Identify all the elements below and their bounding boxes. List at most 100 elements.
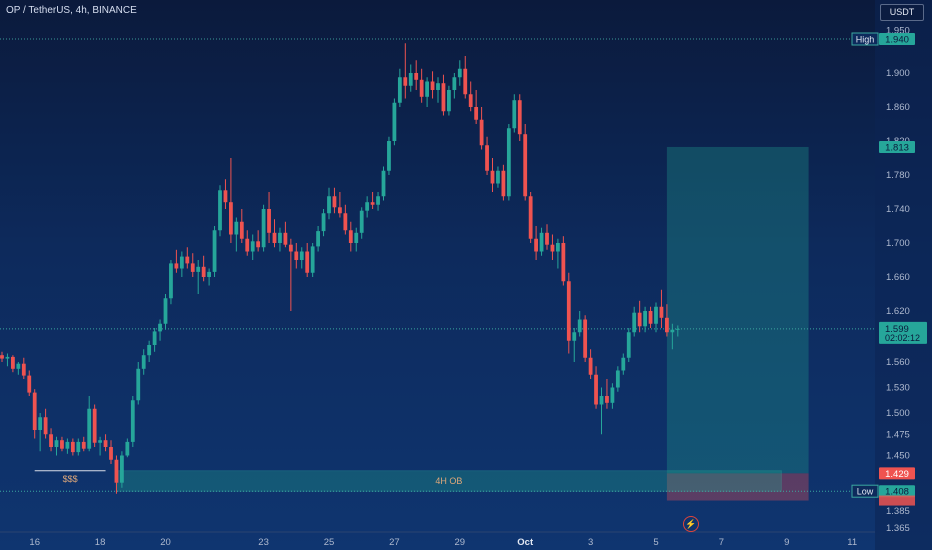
- candle-body: [54, 440, 59, 447]
- candle-body: [299, 251, 304, 260]
- candle-body: [387, 141, 391, 171]
- candle-body: [103, 440, 108, 447]
- candle-body: [316, 231, 320, 247]
- candle-body: [38, 417, 43, 430]
- candle: [583, 315, 588, 362]
- candle: [626, 328, 631, 362]
- x-tick-label: 27: [389, 537, 400, 548]
- candle: [81, 436, 86, 452]
- candle: [294, 243, 299, 269]
- candle-body: [577, 319, 582, 333]
- candle: [321, 209, 326, 237]
- candle-body: [11, 356, 15, 369]
- y-tick-label: 1.500: [886, 408, 910, 419]
- candle: [528, 192, 533, 243]
- low-price-tag: [879, 485, 915, 498]
- candle-body: [632, 312, 637, 333]
- candle: [49, 428, 53, 452]
- candle-body: [359, 210, 364, 233]
- high-price-tag: [879, 33, 915, 45]
- candle: [98, 436, 102, 456]
- candle-body: [147, 345, 152, 356]
- candle-body: [610, 387, 615, 403]
- candle-body: [201, 266, 206, 277]
- candle-body: [60, 440, 64, 449]
- candle-body: [163, 298, 168, 324]
- candle: [615, 366, 620, 392]
- candle-body: [517, 100, 522, 135]
- candle-body: [523, 134, 528, 197]
- candle: [523, 124, 528, 201]
- candle-body: [534, 238, 538, 252]
- candle: [109, 440, 113, 464]
- entry-price-text: 1.429: [885, 469, 909, 480]
- candle: [408, 64, 413, 92]
- low-tag-text: Low: [857, 487, 874, 497]
- candle: [670, 323, 675, 350]
- candle: [425, 77, 429, 107]
- candle-body: [141, 355, 146, 369]
- candle: [0, 351, 4, 362]
- candle-body: [130, 400, 135, 442]
- x-tick-label: 18: [95, 537, 106, 548]
- candle-body: [5, 356, 10, 359]
- candle: [316, 226, 320, 252]
- candle: [76, 438, 81, 456]
- lightning-icon[interactable]: ⚡: [683, 516, 699, 532]
- candle-body: [637, 312, 642, 327]
- candle-body: [343, 213, 348, 231]
- currency-button[interactable]: USDT: [880, 4, 924, 21]
- candle-body: [441, 83, 446, 112]
- candle-body: [92, 408, 97, 443]
- candle-body: [556, 243, 560, 252]
- candle-body: [365, 202, 370, 211]
- candle-body: [305, 251, 310, 273]
- candle-body: [169, 263, 173, 299]
- y-tick-label: 1.660: [886, 272, 910, 283]
- candle: [539, 227, 544, 256]
- candle: [141, 349, 146, 375]
- candle: [485, 136, 489, 175]
- price-axis: [875, 0, 932, 550]
- candle-body: [643, 311, 647, 327]
- x-tick-label: 3: [588, 537, 593, 548]
- candle: [5, 353, 10, 367]
- candle: [561, 236, 566, 286]
- candle-body: [0, 355, 4, 359]
- candle-body: [120, 455, 124, 483]
- candle: [632, 306, 637, 337]
- candle: [643, 306, 647, 333]
- candle: [152, 328, 157, 352]
- candle: [65, 438, 70, 454]
- candle-body: [479, 119, 484, 146]
- candle: [381, 166, 386, 201]
- candle-body: [474, 107, 479, 120]
- candle: [550, 234, 555, 260]
- candle: [648, 306, 653, 328]
- candle-body: [485, 145, 489, 171]
- candle-body: [414, 73, 419, 80]
- y-tick-label: 1.385: [886, 506, 910, 517]
- candle: [21, 357, 26, 379]
- candle: [16, 362, 21, 375]
- candle-body: [599, 396, 604, 405]
- y-tick-label: 1.780: [886, 170, 910, 181]
- candle: [675, 325, 680, 337]
- candle: [463, 56, 468, 99]
- candle-body: [239, 221, 244, 239]
- candle: [403, 43, 408, 99]
- candle: [32, 389, 37, 439]
- candle: [577, 311, 582, 337]
- candle: [397, 68, 402, 107]
- candle: [545, 224, 549, 250]
- candle: [125, 438, 130, 458]
- candle: [468, 81, 473, 112]
- current-price-tag: [879, 321, 927, 344]
- candle-body: [539, 232, 544, 252]
- candle-body: [207, 271, 211, 277]
- symbol-title: OP / TetherUS, 4h, BINANCE: [6, 5, 137, 16]
- candle-body: [136, 368, 141, 401]
- candle: [158, 319, 162, 341]
- y-tick-label: 1.860: [886, 102, 910, 113]
